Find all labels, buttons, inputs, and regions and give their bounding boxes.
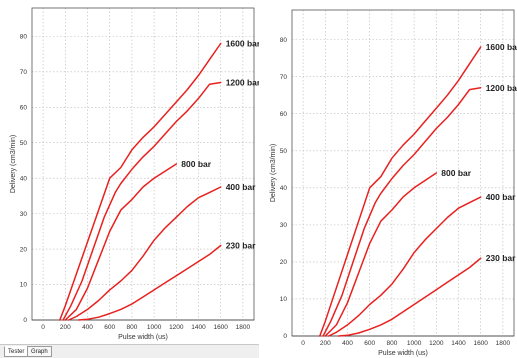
left-x-tick-label: 1400 [191, 324, 206, 331]
right-x-tick-label: 1800 [496, 340, 511, 347]
right-x-axis-title: Pulse width (us) [378, 350, 428, 357]
left-series-line-0 [59, 42, 222, 321]
left-y-axis-title: Delivery (cm3/min) [10, 135, 17, 193]
left-delivery-chart: 0 200 400 600 800 1000 1200 1400 1600 1800 0 10 20 30… [10, 7, 259, 341]
left-x-tick-label: 1600 [213, 324, 228, 331]
left-x-tick-label: 1000 [147, 324, 162, 331]
right-delivery-chart: 0 200 400 600 800 1000 1200 1400 1600 1800 0 10 20 30… [270, 9, 517, 357]
right-series-label-4: 230 bar [486, 253, 516, 263]
left-x-axis-title: Pulse width (us) [118, 334, 168, 341]
right-x-tick-label: 400 [342, 340, 353, 347]
left-y-tick-label: 60 [20, 104, 28, 111]
left-series-line-3 [67, 186, 222, 321]
left-series-line-4 [77, 244, 222, 321]
right-series-line-2 [324, 172, 438, 337]
right-series-line-4 [337, 257, 482, 337]
tab-graph[interactable]: Graph [27, 346, 52, 357]
right-y-tick-label: 50 [280, 148, 288, 155]
left-series-label-1: 1200 bar [226, 77, 259, 87]
left-series-line-2 [64, 163, 178, 321]
right-y-tick-label: 0 [283, 333, 287, 340]
left-x-tick-label: 0 [41, 324, 45, 331]
left-x-tick-label: 1800 [236, 324, 251, 331]
left-y-tick-label: 70 [20, 69, 28, 76]
right-y-tick-label: 70 [280, 74, 288, 81]
right-series-line-0 [319, 46, 482, 337]
left-y-tick-label: 80 [20, 34, 28, 41]
right-y-tick-label: 10 [280, 296, 288, 303]
right-x-tick-label: 1000 [407, 340, 422, 347]
left-series-label-2: 800 bar [181, 159, 211, 169]
left-x-tick-label: 400 [82, 324, 93, 331]
left-series-label-3: 400 bar [226, 182, 256, 192]
left-y-tick-label: 20 [20, 246, 28, 253]
left-x-tick-label: 800 [126, 324, 137, 331]
right-x-tick-label: 0 [301, 340, 305, 347]
left-x-tick-label: 600 [104, 324, 115, 331]
right-series-label-2: 800 bar [441, 168, 471, 178]
right-series-label-0: 1600 bar [486, 42, 517, 52]
right-series-label-1: 1200 bar [486, 83, 517, 93]
right-y-tick-label: 80 [280, 37, 288, 44]
left-series-label-0: 1600 bar [226, 38, 259, 48]
right-y-tick-label: 30 [280, 222, 288, 229]
left-x-tick-label: 1200 [169, 324, 184, 331]
right-y-axis-title: Delivery (cm3/min) [270, 144, 277, 202]
right-x-tick-label: 600 [364, 340, 375, 347]
left-y-tick-label: 10 [20, 282, 28, 289]
left-y-tick-label: 0 [23, 317, 27, 324]
right-x-tick-label: 1200 [429, 340, 444, 347]
left-chart-panel: 0 200 400 600 800 1000 1200 1400 1600 1800 0 10 20 30… [0, 0, 259, 344]
left-x-tick-label: 200 [60, 324, 71, 331]
left-y-tick-label: 50 [20, 140, 28, 147]
left-y-tick-label: 30 [20, 211, 28, 218]
right-series-label-3: 400 bar [486, 192, 516, 202]
right-x-tick-label: 200 [320, 340, 331, 347]
right-y-tick-label: 60 [280, 111, 288, 118]
right-y-tick-label: 20 [280, 259, 288, 266]
left-y-tick-label: 40 [20, 175, 28, 182]
left-series-label-4: 230 bar [226, 241, 256, 251]
tab-strip: Tester Graph [0, 344, 259, 358]
right-series-line-1 [322, 87, 482, 337]
right-x-tick-label: 1600 [473, 340, 488, 347]
right-x-tick-label: 800 [386, 340, 397, 347]
left-series-line-1 [62, 81, 222, 321]
right-x-tick-label: 1400 [451, 340, 466, 347]
right-y-tick-label: 40 [280, 185, 288, 192]
right-series-line-3 [327, 196, 482, 337]
tab-tester[interactable]: Tester [4, 346, 29, 357]
right-chart-panel: 0 200 400 600 800 1000 1200 1400 1600 1800 0 10 20 30… [259, 0, 517, 358]
